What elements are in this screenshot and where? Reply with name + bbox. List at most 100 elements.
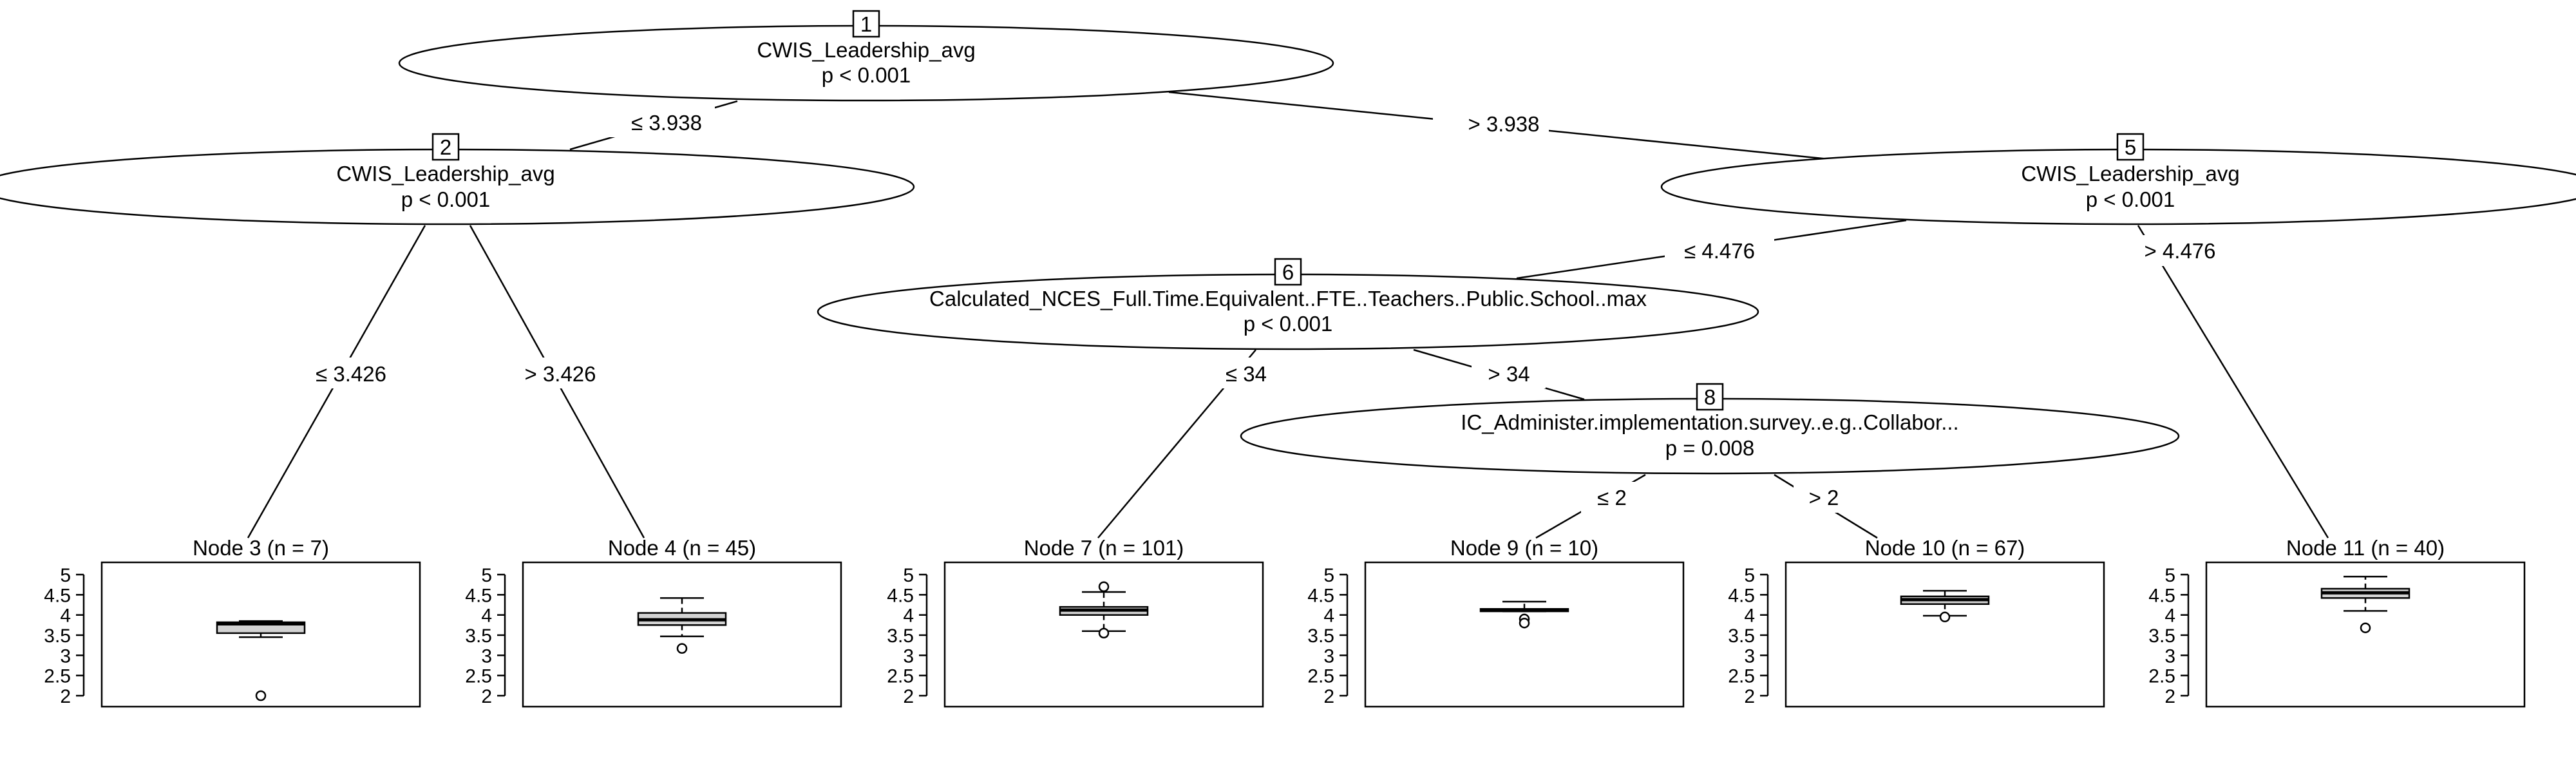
- y-axis-tick-label: 5: [903, 565, 914, 586]
- edge-label-2-4: > 3.426: [524, 362, 596, 386]
- node-pvalue: p = 0.008: [1665, 436, 1755, 460]
- y-axis-tick-label: 4: [1744, 606, 1755, 627]
- edge-label-1-2: ≤ 3.938: [631, 111, 702, 135]
- inner-node-5: 5 CWIS_Leadership_avg p < 0.001: [1660, 133, 2576, 225]
- terminal-node-11: Node 11 (n = 40) 54.543.532.52: [2148, 536, 2526, 708]
- edge-label-8-10: > 2: [1809, 486, 1839, 510]
- y-axis-tick-label: 2.5: [887, 666, 914, 687]
- y-axis-tick-label: 4: [2164, 606, 2175, 627]
- node-id: 5: [2125, 135, 2136, 159]
- edge-5-11: [2137, 225, 2329, 539]
- node-id-box: [2116, 133, 2145, 161]
- edge-label-bg: [299, 358, 402, 388]
- node-id-box: [1274, 258, 1302, 286]
- y-axis-tick-label: 4: [481, 606, 492, 627]
- edge-label-bg: [1472, 358, 1546, 388]
- y-axis-tick-label: 2: [903, 686, 914, 707]
- node-id: 2: [440, 135, 451, 159]
- y-axis-tick-label: 2: [481, 686, 492, 707]
- y-axis-tick-label: 3: [2164, 645, 2175, 667]
- y-axis-tick-label: 4.5: [1728, 585, 1755, 606]
- y-axis-tick-label: 2: [1323, 686, 1334, 707]
- edge-label-bg: [506, 358, 612, 388]
- node-id: 1: [860, 12, 872, 36]
- edge-labels: ≤ 3.938 > 3.938 ≤ 3.426 > 3.426 ≤ 4.476 …: [299, 106, 2235, 513]
- terminal-node-title: Node 3 (n = 7): [193, 536, 329, 560]
- y-axis-tick-label: 3.5: [1728, 625, 1755, 647]
- edge-label-bg: [1794, 482, 1855, 513]
- inner-node-8: 8 IC_Administer.implementation.survey..e…: [1240, 383, 2180, 475]
- y-axis-tick-label: 2.5: [1728, 666, 1755, 687]
- inner-node-6: 6 Calculated_NCES_Full.Time.Equivalent..…: [817, 258, 1759, 350]
- inner-node-2: 2 CWIS_Leadership_avg p < 0.001: [0, 133, 915, 225]
- y-axis-tick-label: 5: [1744, 565, 1755, 586]
- outlier-point: [2360, 622, 2371, 633]
- node-variable: CWIS_Leadership_avg: [757, 38, 975, 62]
- y-axis-tick-label: 2: [2164, 686, 2175, 707]
- edge-label-6-8: > 34: [1488, 362, 1530, 386]
- edge-label-bg: [1433, 110, 1549, 140]
- edge-label-5-11: > 4.476: [2144, 239, 2215, 263]
- boxplot-panel: [100, 561, 421, 708]
- node-variable: IC_Administer.implementation.survey..e.g…: [1461, 410, 1958, 434]
- y-axis-tick-label: 3.5: [887, 625, 914, 647]
- y-axis-tick-label: 5: [60, 565, 71, 586]
- y-axis-tick-label: 3.5: [1307, 625, 1334, 647]
- edge-label-bg: [605, 106, 715, 137]
- y-axis-tick-label: 2: [60, 686, 71, 707]
- node-pvalue: p < 0.001: [401, 187, 491, 211]
- node-id: 6: [1282, 260, 1294, 284]
- edge-label-bg: [1211, 358, 1282, 388]
- terminal-node-4: Node 4 (n = 45) 54.543.532.52: [465, 536, 842, 708]
- y-axis-tick-label: 2.5: [44, 666, 71, 687]
- y-axis-tick-label: 5: [481, 565, 492, 586]
- y-axis-tick-label: 4: [1323, 606, 1334, 627]
- y-axis-tick-label: 3.5: [2148, 625, 2175, 647]
- y-axis-tick-label: 5: [2164, 565, 2175, 586]
- edge-label-bg: [1665, 235, 1774, 266]
- edge-label-bg: [1581, 482, 1642, 513]
- outlier-point: [255, 690, 267, 701]
- y-axis-tick-label: 5: [1323, 565, 1334, 586]
- node-pvalue: p < 0.001: [1244, 312, 1333, 336]
- y-axis-tick-label: 3.5: [465, 625, 492, 647]
- y-axis-tick-label: 2: [1744, 686, 1755, 707]
- y-axis-tick-label: 4.5: [44, 585, 71, 606]
- y-axis-tick-label: 4: [60, 606, 71, 627]
- y-axis-tick-label: 3.5: [44, 625, 71, 647]
- outlier-point: [676, 643, 688, 654]
- terminal-node-title: Node 10 (n = 67): [1865, 536, 2025, 560]
- y-axis-tick-label: 3: [903, 645, 914, 667]
- y-axis-tick-label: 4.5: [465, 585, 492, 606]
- y-axis-tick-label: 2.5: [2148, 666, 2175, 687]
- boxplot-panel: [1785, 561, 2105, 708]
- node-variable: CWIS_Leadership_avg: [2021, 162, 2239, 186]
- y-axis-tick-label: 4.5: [1307, 585, 1334, 606]
- edge-label-bg: [2125, 235, 2235, 266]
- node-pvalue: p < 0.001: [822, 63, 911, 87]
- y-axis-tick-label: 2.5: [465, 666, 492, 687]
- y-axis-tick-label: 3: [1744, 645, 1755, 667]
- edge-label-8-9: ≤ 2: [1597, 486, 1627, 510]
- y-axis-tick-label: 4.5: [2148, 585, 2175, 606]
- terminal-node-9: Node 9 (n = 10) 54.543.532.52: [1307, 536, 1685, 708]
- outlier-point: [1519, 617, 1530, 629]
- terminal-node-title: Node 4 (n = 45): [608, 536, 756, 560]
- y-axis-tick-label: 2.5: [1307, 666, 1334, 687]
- y-axis-tick-label: 4: [903, 606, 914, 627]
- y-axis-tick-label: 3: [481, 645, 492, 667]
- edge-label-2-3: ≤ 3.426: [316, 362, 386, 386]
- node-variable: Calculated_NCES_Full.Time.Equivalent..FT…: [929, 287, 1647, 310]
- node-oval: [0, 148, 915, 225]
- outlier-point: [1098, 581, 1110, 593]
- terminal-node-7: Node 7 (n = 101) 54.543.532.52: [887, 536, 1264, 708]
- boxplot-panel: [2205, 561, 2526, 708]
- outlier-point: [1939, 611, 1951, 623]
- boxplot-panel: [1364, 561, 1685, 708]
- node-id-box: [431, 133, 460, 161]
- terminal-node-10: Node 10 (n = 67) 54.543.532.52: [1728, 536, 2105, 708]
- y-axis-tick-label: 3: [1323, 645, 1334, 667]
- terminal-node-title: Node 11 (n = 40): [2286, 536, 2445, 560]
